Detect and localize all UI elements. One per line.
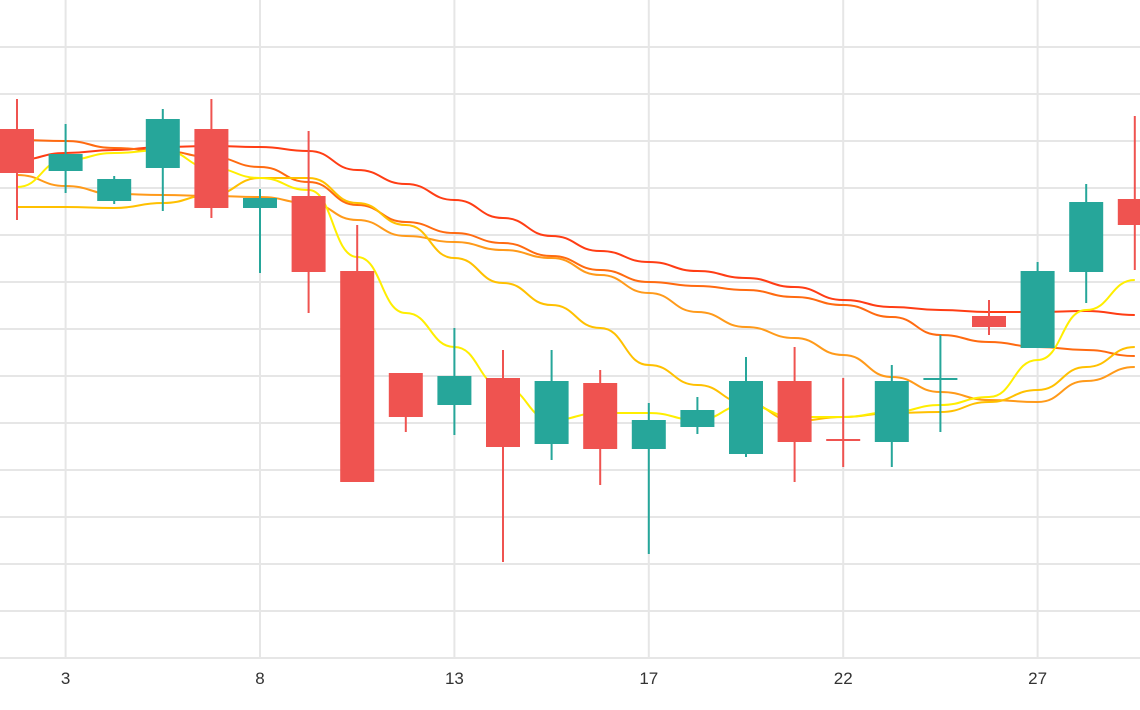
candle-body [1069,202,1104,272]
ma-dark-orange-line [16,139,1135,357]
candle-body [729,381,763,454]
candle-body [972,316,1006,327]
candle-down [1117,116,1140,270]
candle-up [48,124,83,193]
candle-down [0,99,34,220]
ma-yellow-line [16,148,1135,422]
ma-amber-line [16,177,1135,423]
candle-up [874,365,909,467]
candle-body [388,373,423,417]
candle-body [583,383,618,449]
candle-body [1117,199,1140,225]
candle-body [194,129,229,208]
x-tick-label: 8 [255,669,264,688]
candle-body [680,410,715,427]
candle-body [874,381,909,442]
candle-up [1069,184,1104,303]
candle-up [1020,262,1055,348]
ma-red-line [16,144,1135,316]
candle-up [534,350,569,460]
x-axis-ticks: 3 8 13 17 22 27 [61,669,1047,688]
candles [0,99,1140,562]
candle-down [486,350,520,562]
candle-down [340,225,375,482]
candle-down [194,99,229,218]
candle-up [145,109,180,211]
candle-body [777,381,812,442]
grid-lines [0,0,1140,659]
candle-body [0,129,34,173]
candle-body [826,439,861,441]
candle-down [826,378,861,467]
candle-down [777,347,812,482]
candle-up [729,357,763,457]
candle-body [340,271,375,482]
candle-body [923,378,958,380]
moving-average-lines [16,139,1135,423]
candle-body [243,198,277,208]
candle-body [631,420,666,449]
candle-body [97,179,132,201]
candle-body [1020,271,1055,348]
x-tick-label: 3 [61,669,70,688]
x-tick-label: 13 [445,669,464,688]
candle-body [486,378,520,447]
candle-body [291,196,326,272]
ma-orange-line [16,174,1135,404]
candle-body [48,154,83,171]
candle-up [631,403,666,554]
candle-down [388,373,423,432]
candle-up [923,335,958,432]
candle-down [972,300,1006,335]
candle-down [291,131,326,313]
candle-down [583,370,618,485]
candle-up [97,176,132,204]
candle-body [437,376,472,405]
x-tick-label: 22 [834,669,853,688]
x-tick-label: 27 [1028,669,1047,688]
candle-up [680,397,715,434]
candle-up [243,189,277,273]
candle-body [534,381,569,444]
candle-body [145,119,180,168]
x-tick-label: 17 [639,669,658,688]
candle-up [437,328,472,435]
